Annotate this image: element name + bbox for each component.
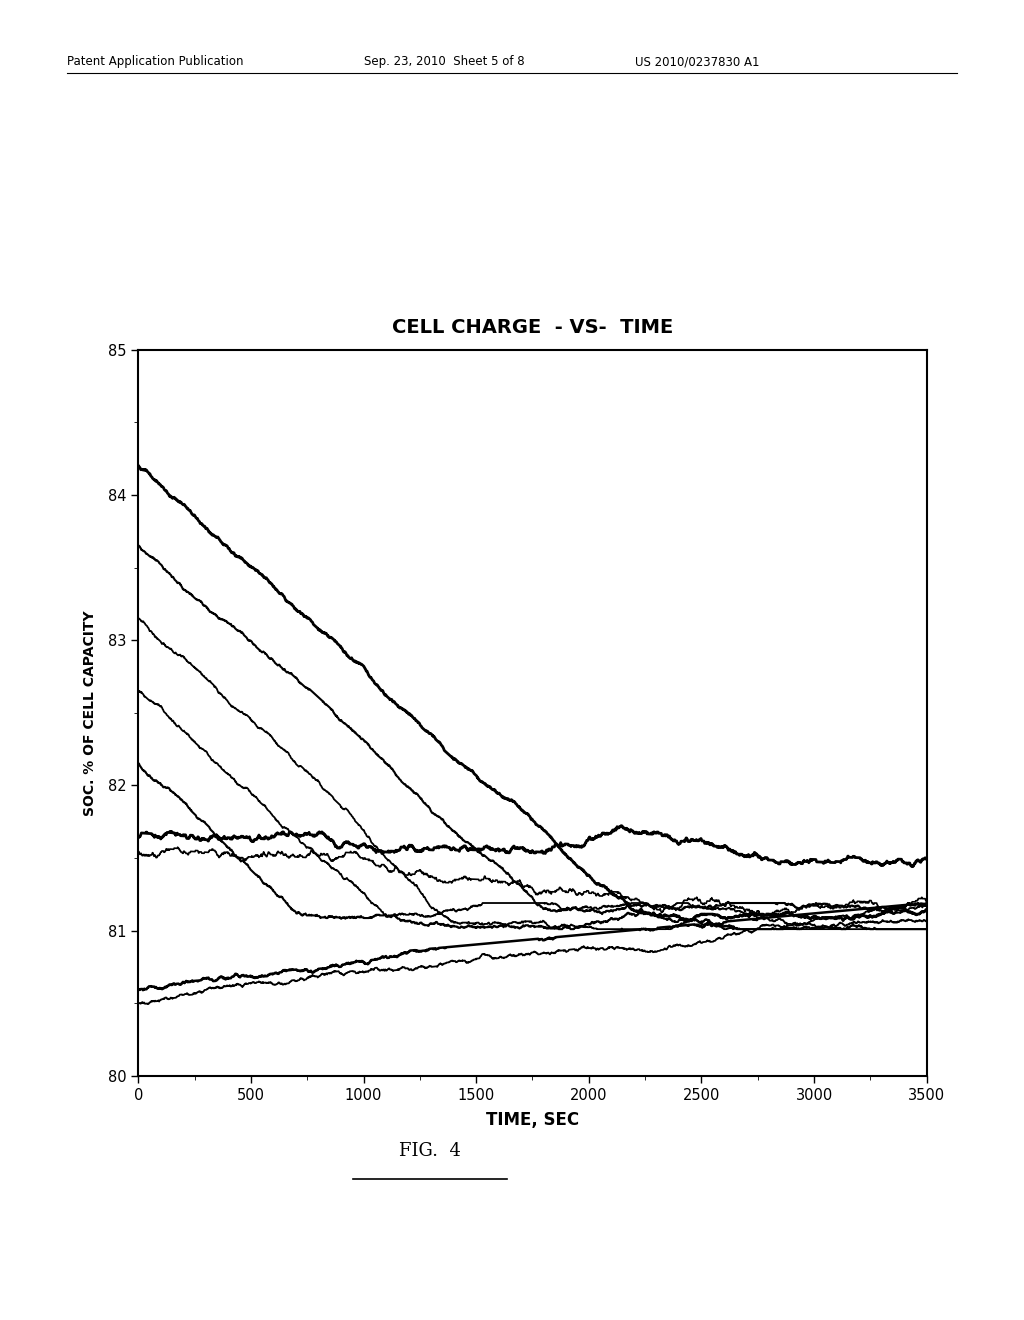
Y-axis label: SOC. % OF CELL CAPACITY: SOC. % OF CELL CAPACITY xyxy=(83,610,96,816)
Text: Sep. 23, 2010  Sheet 5 of 8: Sep. 23, 2010 Sheet 5 of 8 xyxy=(364,55,524,69)
Text: Patent Application Publication: Patent Application Publication xyxy=(67,55,243,69)
Text: FIG.  4: FIG. 4 xyxy=(399,1142,461,1160)
X-axis label: TIME, SEC: TIME, SEC xyxy=(486,1111,579,1129)
Title: CELL CHARGE  - VS-  TIME: CELL CHARGE - VS- TIME xyxy=(392,318,673,337)
Text: US 2010/0237830 A1: US 2010/0237830 A1 xyxy=(635,55,760,69)
